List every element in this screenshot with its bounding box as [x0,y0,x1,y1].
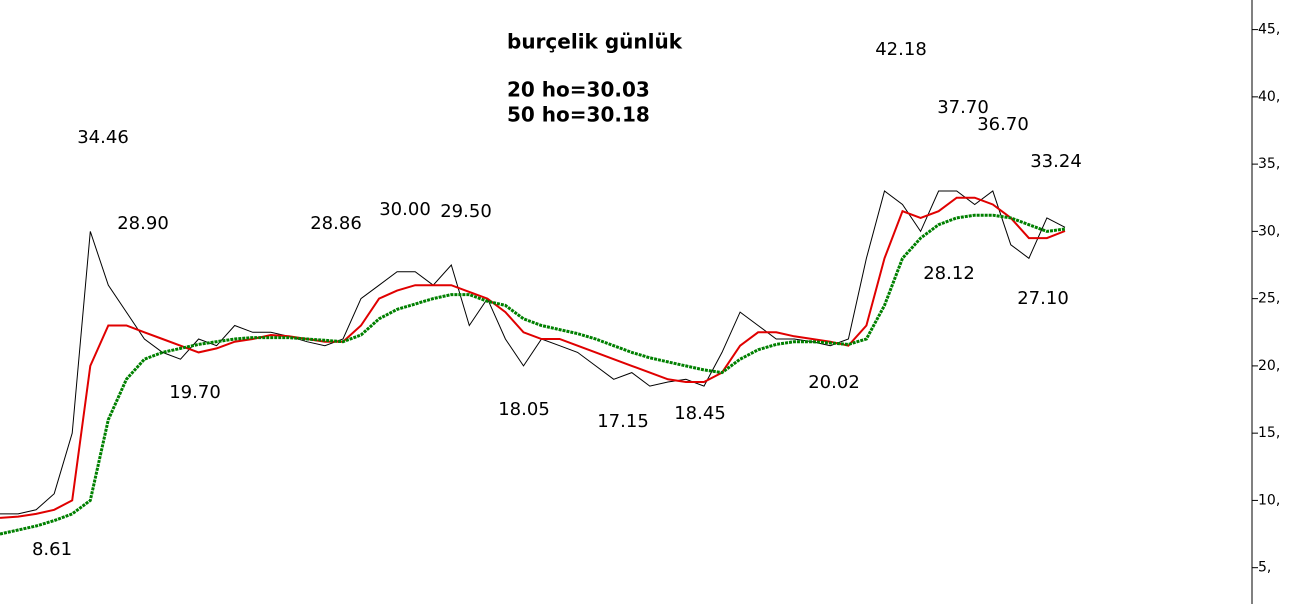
y-tick-label: 30, [1258,223,1280,239]
y-tick-label: 45, [1258,22,1280,38]
annotation: 28.90 [117,213,169,234]
annotation: 27.10 [1017,288,1069,309]
y-tick-label: 15, [1258,425,1280,441]
annotation: 30.00 [379,199,431,220]
annotation: 28.12 [923,263,975,284]
annotation: 8.61 [32,539,72,560]
series-line [0,196,1066,519]
series-line [0,213,1066,536]
legend-text: 20 ho=30.03 [507,78,650,102]
annotation: 37.70 [937,97,989,118]
annotation: 33.24 [1030,151,1082,172]
annotation: 19.70 [169,382,221,403]
y-tick-label: 25, [1258,291,1280,307]
annotation: 34.46 [77,127,129,148]
annotation: 17.15 [597,411,649,432]
y-tick-label: 10, [1258,492,1280,508]
annotation: 42.18 [875,39,927,60]
chart-title: burçelik günlük [507,30,683,54]
annotation: 18.05 [498,399,550,420]
annotation: 36.70 [977,114,1029,135]
y-tick-label: 35, [1258,156,1280,172]
y-tick-label: 5, [1258,560,1271,576]
annotation: 20.02 [808,372,860,393]
y-tick-label: 40, [1258,89,1280,105]
series-line [0,190,1066,515]
legend-text: 50 ho=30.18 [507,103,650,127]
y-tick-label: 20, [1258,358,1280,374]
annotation: 28.86 [310,213,362,234]
annotation: 18.45 [674,403,726,424]
annotation: 29.50 [440,201,492,222]
